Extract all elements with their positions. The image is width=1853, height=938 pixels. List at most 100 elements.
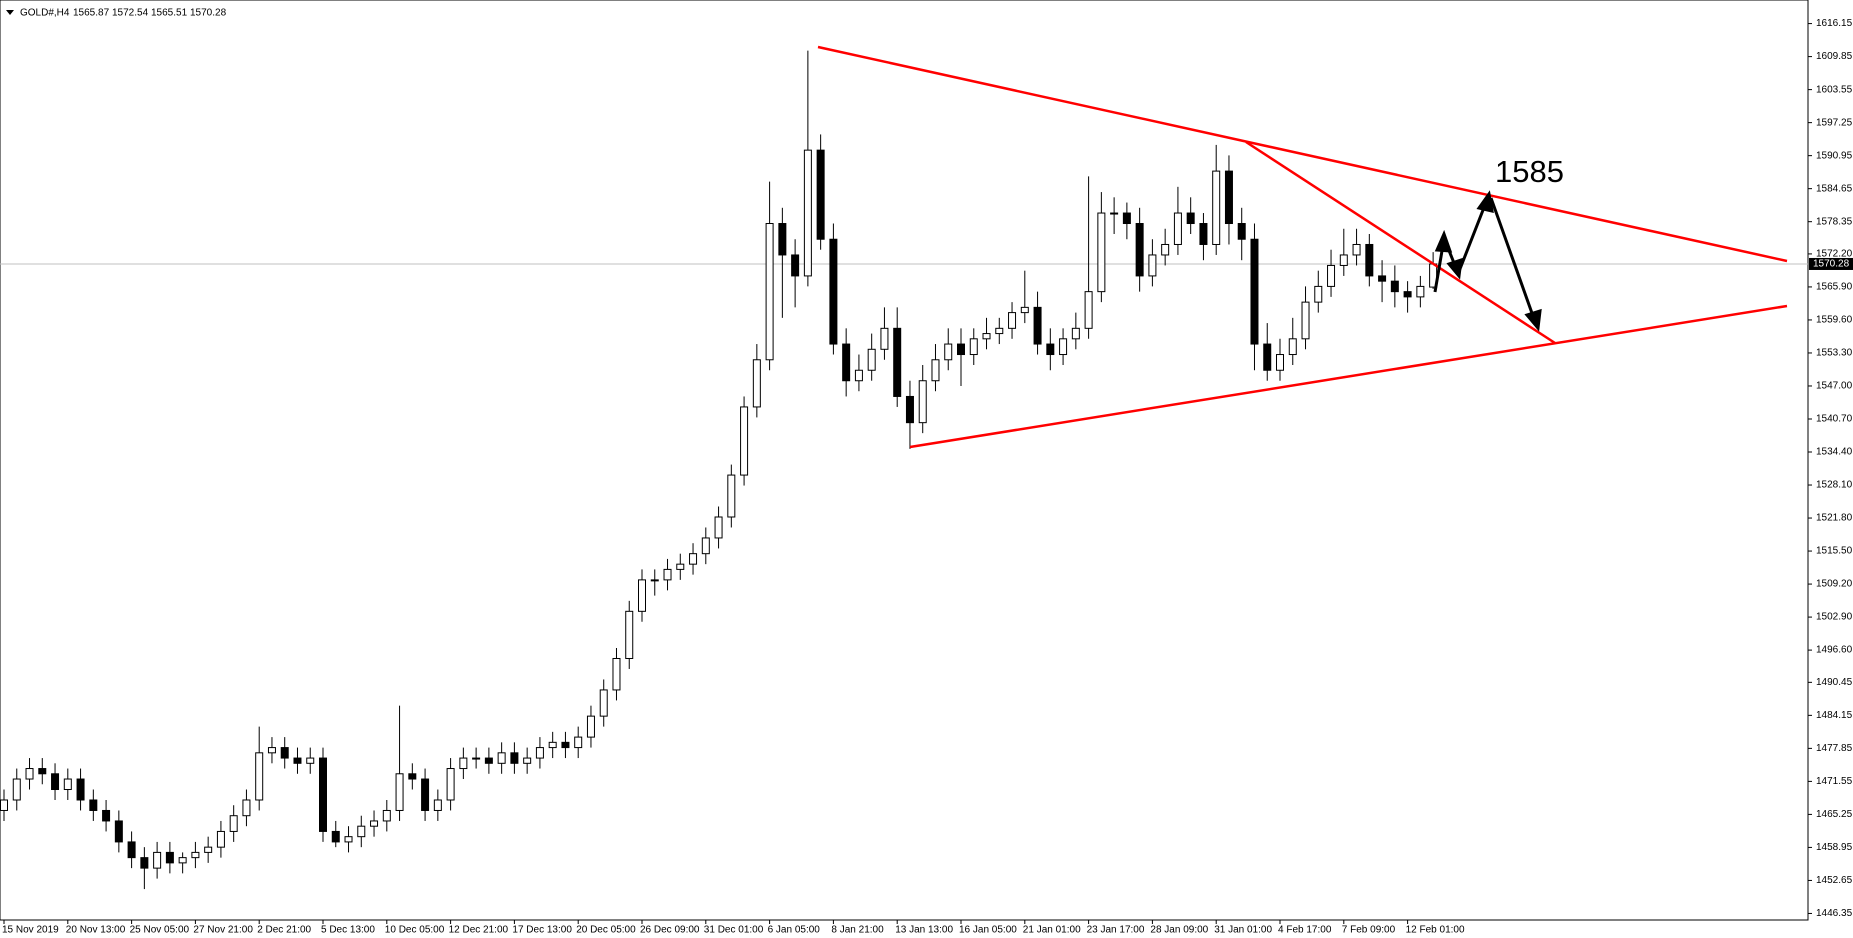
candle-body bbox=[714, 516, 723, 539]
candle-body bbox=[638, 579, 646, 612]
x-tick-label: 31 Dec 01:00 bbox=[704, 925, 764, 936]
inner-trendline bbox=[1245, 140, 1556, 345]
candle-body bbox=[1110, 212, 1119, 215]
candle-body bbox=[867, 348, 876, 371]
price-label-bg bbox=[1809, 257, 1853, 270]
candle-body bbox=[1403, 291, 1412, 298]
x-tick-label: 6 Jan 05:00 bbox=[768, 925, 821, 936]
lower-trendline bbox=[909, 304, 1788, 449]
symbol-title: GOLD#,H4 bbox=[20, 8, 70, 19]
y-tick-label: 1496.60 bbox=[1816, 645, 1853, 656]
candle-body bbox=[1416, 285, 1425, 298]
y-tick-label: 1559.60 bbox=[1816, 315, 1853, 326]
candle-body bbox=[229, 815, 238, 832]
x-tick-label: 2 Dec 21:00 bbox=[257, 925, 311, 936]
x-tick-label: 20 Nov 13:00 bbox=[66, 925, 126, 936]
candle-body bbox=[76, 778, 85, 801]
header-high: 1572.54 bbox=[112, 8, 149, 19]
candle-body bbox=[535, 747, 544, 759]
y-tick-label: 1534.40 bbox=[1816, 447, 1853, 458]
candle-body bbox=[178, 857, 187, 864]
candle-body bbox=[1071, 327, 1080, 340]
candle-body bbox=[1301, 301, 1310, 340]
annotation: 1585 bbox=[1495, 154, 1564, 189]
y-tick-label: 1471.55 bbox=[1816, 776, 1853, 787]
x-tick-label: 31 Jan 01:00 bbox=[1214, 925, 1272, 936]
candle-body bbox=[382, 809, 391, 822]
candle-body bbox=[38, 768, 47, 775]
arrows bbox=[1433, 190, 1542, 332]
x-tick-label: 21 Jan 01:00 bbox=[1023, 925, 1081, 936]
candle-body bbox=[1148, 254, 1157, 277]
y-tick-label: 1484.15 bbox=[1816, 710, 1853, 721]
header-open: 1565.87 bbox=[73, 8, 110, 19]
candle-body bbox=[625, 610, 634, 659]
y-tick-label: 1565.90 bbox=[1816, 282, 1853, 293]
candle-body bbox=[102, 809, 111, 822]
candle-body bbox=[599, 689, 608, 717]
candle-body bbox=[1059, 338, 1068, 356]
candle-body bbox=[752, 359, 761, 408]
candle-body bbox=[829, 238, 838, 345]
x-tick-label: 13 Jan 13:00 bbox=[895, 925, 953, 936]
y-tick-label: 1540.70 bbox=[1816, 414, 1853, 425]
x-tick-label: 5 Dec 13:00 bbox=[321, 925, 375, 936]
candle-body bbox=[357, 825, 366, 838]
y-tick-label: 1528.10 bbox=[1816, 480, 1853, 491]
candle-body bbox=[1276, 354, 1284, 371]
plot-frame bbox=[0, 0, 1809, 921]
candle-body bbox=[242, 799, 251, 817]
candle-body bbox=[740, 406, 749, 476]
x-tick-label: 25 Nov 05:00 bbox=[130, 925, 190, 936]
candle-body bbox=[306, 757, 315, 764]
candle-body bbox=[1008, 312, 1017, 329]
candle-body bbox=[267, 747, 276, 754]
candle-body bbox=[1390, 280, 1399, 293]
candle-body bbox=[854, 369, 863, 382]
candle-body bbox=[331, 830, 340, 843]
y-tick-label: 1572.20 bbox=[1816, 249, 1853, 260]
candle-body bbox=[216, 830, 225, 848]
y-tick-label: 1609.85 bbox=[1816, 51, 1853, 62]
candle-body bbox=[446, 768, 455, 801]
candle-body bbox=[433, 799, 442, 811]
candle-body bbox=[523, 757, 532, 764]
candle-body bbox=[1199, 223, 1208, 245]
candle-body bbox=[459, 757, 468, 770]
candle-body bbox=[421, 778, 430, 811]
x-tick-label: 20 Dec 05:00 bbox=[576, 925, 636, 936]
candle-body bbox=[931, 359, 940, 382]
y-tick-label: 1553.30 bbox=[1816, 348, 1853, 359]
x-tick-label: 4 Feb 17:00 bbox=[1278, 925, 1332, 936]
x-tick-label: 15 Nov 2019 bbox=[2, 925, 59, 936]
candle-body bbox=[1033, 306, 1042, 345]
candle-body bbox=[370, 820, 379, 827]
y-tick-label: 1458.95 bbox=[1816, 842, 1853, 853]
candle-body bbox=[969, 338, 978, 356]
candle-body bbox=[510, 752, 519, 764]
y-tick-label: 1477.85 bbox=[1816, 743, 1853, 754]
candle-body bbox=[89, 799, 98, 811]
arrow bbox=[1489, 197, 1535, 317]
candle-body bbox=[574, 736, 583, 749]
header-arrow bbox=[6, 10, 14, 15]
y-tick-label: 1603.55 bbox=[1816, 84, 1853, 95]
candle-body bbox=[765, 223, 774, 361]
y-tick-label: 1509.20 bbox=[1816, 579, 1853, 590]
candle-body bbox=[293, 757, 302, 764]
plot bbox=[0, 50, 1808, 890]
y-tick-label: 1515.50 bbox=[1816, 546, 1853, 557]
candle-body bbox=[51, 773, 60, 791]
arrow bbox=[1433, 244, 1445, 293]
candle-body bbox=[676, 563, 685, 570]
candle-body bbox=[650, 579, 659, 582]
y-tick-label: 1521.80 bbox=[1816, 513, 1853, 524]
candle-body bbox=[1173, 212, 1182, 245]
x-tick-label: 12 Feb 01:00 bbox=[1406, 925, 1465, 936]
candle-body bbox=[255, 752, 264, 801]
drawings bbox=[817, 45, 1788, 449]
candle-body bbox=[1237, 223, 1246, 240]
candle-body bbox=[1339, 254, 1348, 266]
candle-body bbox=[165, 851, 174, 864]
